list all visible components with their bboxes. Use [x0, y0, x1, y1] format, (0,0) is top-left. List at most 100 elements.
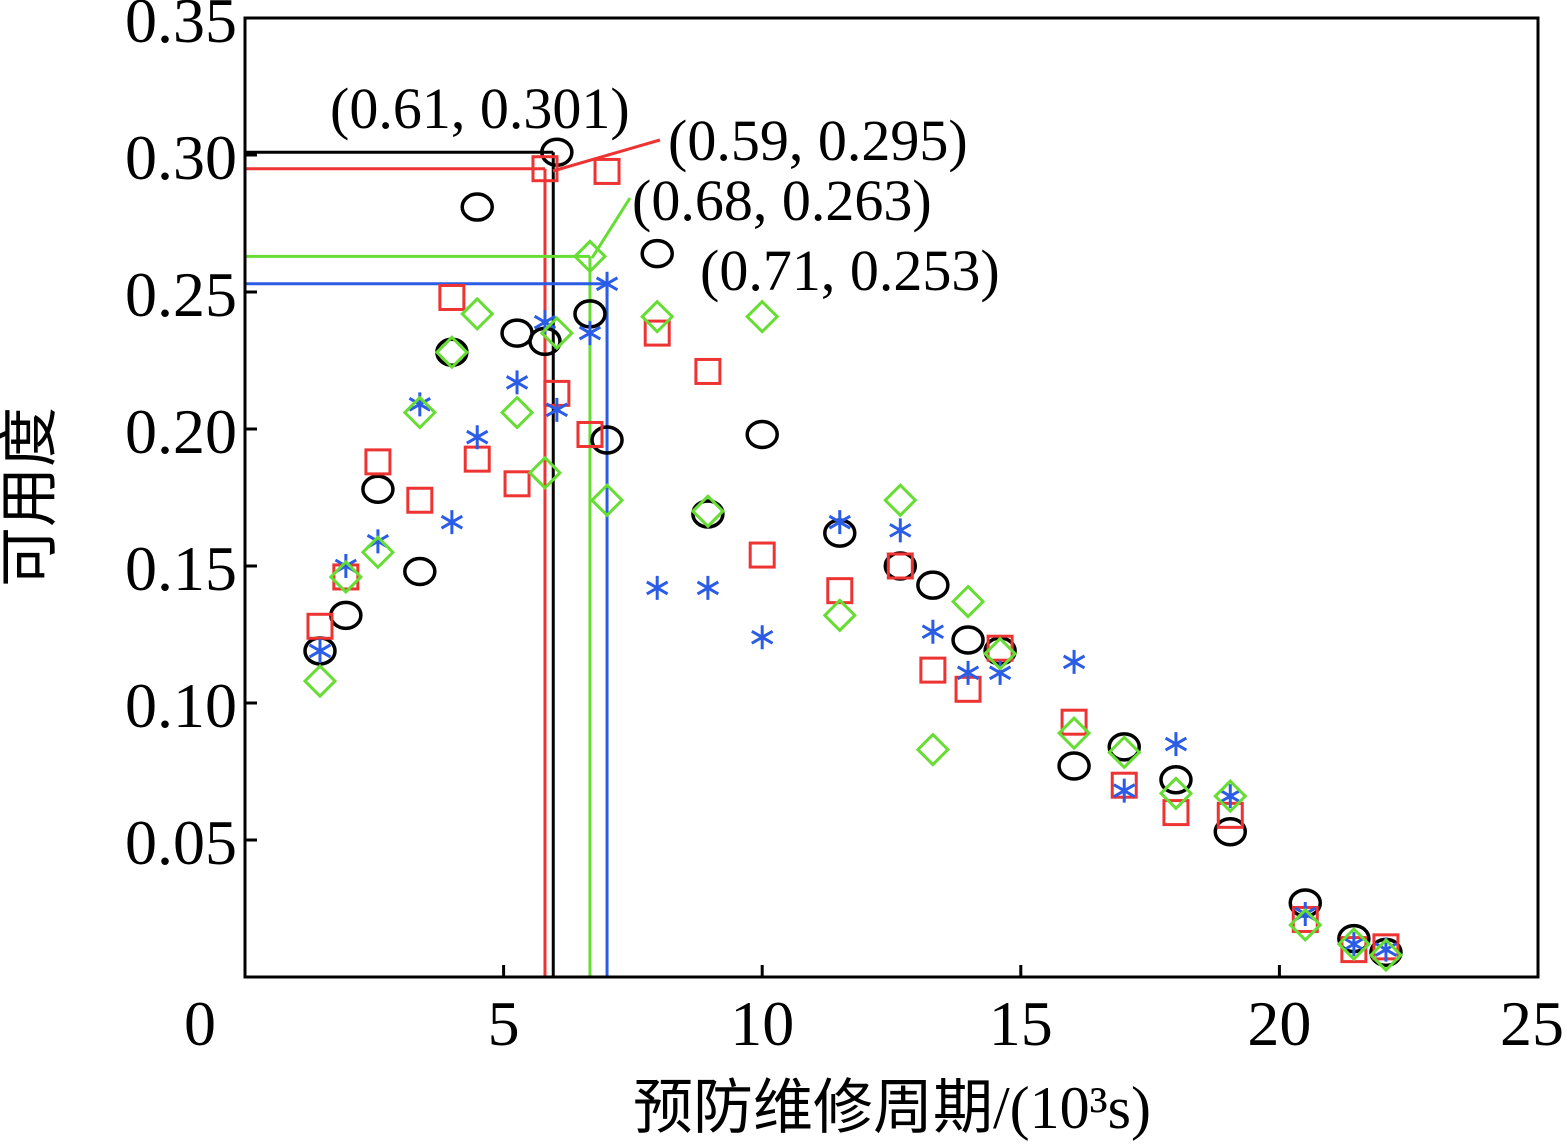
scatter-point-asterisk — [1062, 649, 1086, 674]
plot-frame — [243, 16, 1540, 979]
scatter-point-square — [406, 486, 434, 514]
x-tick-label: 5 — [488, 988, 520, 1059]
scatter-point-asterisk — [1164, 732, 1188, 757]
scatter-point-square — [364, 448, 392, 476]
scatter-point-asterisk — [308, 638, 332, 663]
x-tick-label: 25 — [1500, 988, 1564, 1059]
scatter-points — [302, 137, 1404, 973]
scatter-point-circle — [1107, 732, 1141, 762]
scatter-point-square — [503, 470, 531, 498]
y-tick-label: 0.25 — [125, 259, 237, 330]
scatter-point-asterisk — [751, 625, 774, 650]
scatter-point-diamond — [982, 636, 1018, 671]
scatter-point-square — [1162, 799, 1190, 827]
scatter-point-square — [886, 552, 914, 580]
x-tick-label: 20 — [1247, 988, 1311, 1059]
y-tick-label: 0.30 — [125, 122, 237, 193]
scatter-point-circle — [403, 556, 437, 587]
annotation-label: (0.71, 0.253) — [700, 238, 1000, 303]
x-tick-label: 15 — [989, 988, 1053, 1059]
scatter-point-diamond — [745, 299, 780, 334]
annotation-leader-line — [552, 138, 661, 173]
y-tick-label: 0.10 — [125, 670, 237, 741]
scatter-point-diamond — [460, 296, 495, 332]
y-axis-label: 可用度 — [0, 407, 63, 587]
scatter-point-circle — [640, 238, 674, 269]
axes: 0.05 0.10 0.15 0.20 0.25 0.30 0.35 0 5 10 15 20 25 — [125, 0, 1564, 1059]
annotation-leader-line — [590, 197, 632, 259]
scatter-point-asterisk — [440, 510, 464, 535]
scatter-point-square — [748, 541, 776, 569]
scatter-point-asterisk — [545, 397, 569, 422]
scatter-point-square — [919, 656, 947, 684]
scatter-point-diamond — [1107, 735, 1142, 770]
scatter-point-square — [438, 283, 466, 311]
scatter-point-circle — [745, 419, 779, 450]
scatter-point-diamond — [539, 315, 574, 351]
scatter-point-asterisk — [578, 321, 602, 346]
scatter-point-asterisk — [921, 619, 945, 644]
scatter-point-diamond — [302, 663, 338, 699]
scatter-point-diamond — [1288, 907, 1323, 943]
scatter-point-asterisk — [988, 660, 1012, 685]
annotations: (0.61, 0.301) (0.59, 0.295)(0.68, 0.263)(… — [330, 76, 1000, 303]
scatter-point-diamond — [499, 395, 535, 430]
y-tick-label: 0.35 — [125, 0, 237, 56]
scatter-point-asterisk — [696, 575, 720, 600]
scatter-point-diamond — [690, 494, 726, 529]
scatter-point-circle — [951, 625, 985, 655]
reference-lines — [245, 150, 609, 977]
scatter-point-square — [593, 157, 621, 185]
scatter-point-diamond — [915, 732, 950, 767]
scatter-point-asterisk — [466, 425, 489, 450]
scatter-point-asterisk — [1113, 778, 1136, 803]
scatter-point-diamond — [527, 455, 563, 490]
annotation-label: (0.61, 0.301) — [330, 76, 630, 141]
y-tick-label: 0.20 — [125, 396, 237, 467]
scatter-point-asterisk — [646, 575, 669, 600]
scatter-point-square — [1060, 708, 1088, 736]
scatter-point-diamond — [1213, 779, 1248, 814]
annotation-label: (0.68, 0.263) — [632, 168, 932, 233]
scatter-point-circle — [916, 570, 950, 600]
annotation-label: (0.59, 0.295) — [668, 108, 968, 173]
scatter-point-circle — [1057, 751, 1091, 781]
scatter-point-square — [986, 634, 1014, 662]
scatter-point-diamond — [402, 395, 437, 430]
scatter-point-asterisk — [1342, 932, 1366, 957]
scatter-point-diamond — [1368, 937, 1404, 973]
scatter-point-diamond — [572, 239, 608, 274]
scatter-point-diamond — [1336, 926, 1371, 962]
scatter-point-diamond — [360, 535, 396, 570]
scatter-point-diamond — [589, 483, 625, 518]
scatter-point-circle — [1159, 764, 1193, 795]
scatter-point-asterisk — [956, 660, 980, 685]
scatter-point-square — [576, 420, 604, 448]
scatter-point-asterisk — [595, 271, 619, 296]
scatter-point-circle — [1213, 817, 1248, 847]
scatter-point-circle — [460, 192, 494, 222]
scatter-point-circle — [590, 425, 624, 455]
scatter-point-asterisk — [828, 510, 851, 535]
scatter-point-asterisk — [889, 518, 912, 543]
scatter-point-square — [306, 612, 334, 640]
y-tick-label: 0.15 — [125, 533, 237, 604]
scatter-point-diamond — [1056, 716, 1092, 751]
scatter-point-diamond — [328, 559, 363, 595]
scatter-point-diamond — [434, 335, 470, 370]
x-tick-label: 0 — [184, 988, 216, 1059]
x-axis-label: 预防维修周期/(10³s) — [633, 1075, 1151, 1141]
scatter-point-square — [826, 577, 854, 605]
scatter-point-diamond — [640, 299, 675, 334]
scatter-point-circle — [361, 474, 395, 505]
x-tick-label: 10 — [730, 988, 794, 1059]
scatter-point-diamond — [950, 584, 986, 619]
scatter-point-asterisk — [1219, 784, 1242, 809]
scatter-point-square — [694, 357, 722, 385]
y-tick-label: 0.05 — [125, 807, 237, 878]
scatter-point-square — [643, 319, 671, 347]
scatter-point-diamond — [822, 598, 857, 633]
scatter-point-asterisk — [505, 370, 529, 395]
